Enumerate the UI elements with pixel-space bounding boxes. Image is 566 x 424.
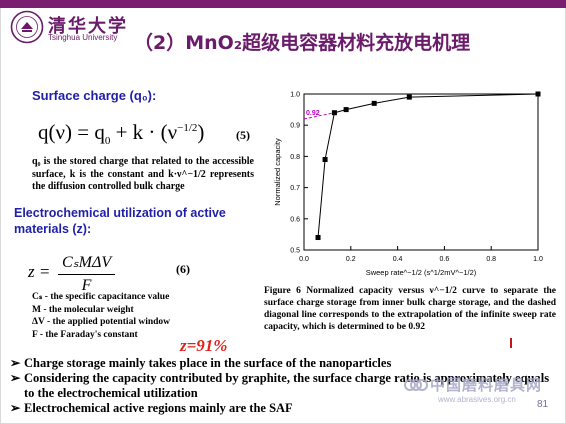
extrapolation-dashed-line xyxy=(303,112,335,120)
eq5-subscript: 0 xyxy=(104,135,111,148)
data-point xyxy=(535,91,541,97)
watermark-url: www.abrasives.org.cn xyxy=(438,395,516,404)
definition-item: M - the molecular weight xyxy=(32,304,134,315)
x-tick-label: 0.4 xyxy=(393,256,403,263)
slide-title: （2）MnO₂超级电容器材料充放电机理 xyxy=(134,32,471,54)
normalized-capacity-chart: 0.0 0.2 0.4 0.6 0.8 1.0 0.5 0.6 0.7 0.8 0.9 1.0 Swee… xyxy=(273,91,543,277)
eq5-exponent: −1/2 xyxy=(177,122,198,134)
x-tick-label: 0.6 xyxy=(440,256,450,263)
watermark-title: 中国磨料磨具网 xyxy=(430,377,543,394)
equation-6-number: (6) xyxy=(176,262,190,276)
eq5-mid: + k · (ν xyxy=(110,120,178,144)
bullet-item: ➢ Electrochemical active regions mainly a… xyxy=(10,401,550,416)
eq5-end: ) xyxy=(197,120,205,144)
bullet-text: Electrochemical active regions mainly ar… xyxy=(24,401,293,415)
y-tick-label: 0.7 xyxy=(290,185,300,192)
series-line xyxy=(317,93,539,238)
data-point xyxy=(331,110,337,116)
eq6-z-label: z = xyxy=(28,262,51,281)
plot-area-frame xyxy=(303,93,539,251)
eq5-lhs: q(ν) = q xyxy=(38,120,105,144)
bullet-text: Charge storage mainly takes place in the… xyxy=(24,356,392,370)
data-point xyxy=(343,107,349,113)
watermark-logo-icon xyxy=(404,379,428,391)
data-point xyxy=(371,100,377,106)
eq6-denominator: F xyxy=(81,277,92,294)
data-point xyxy=(322,157,328,163)
surface-charge-heading: Surface charge (q₀): xyxy=(32,88,157,103)
definition-item: ΔV - the applied potential window xyxy=(32,317,171,327)
y-tick-label: 0.6 xyxy=(290,216,300,223)
equation-5-number: (5) xyxy=(236,128,250,142)
university-name-cn: 清华大学 xyxy=(48,16,128,37)
utilization-value: z=91% xyxy=(180,336,228,355)
y-tick-label: 1.0 xyxy=(290,92,300,99)
y-tick-label: 0.8 xyxy=(290,154,300,161)
watermark: 中国磨料磨具网 www.abrasives.org.cn xyxy=(404,374,542,404)
data-point xyxy=(315,235,321,241)
arrow-bullet-icon: ➢ xyxy=(10,371,21,385)
arrow-bullet-icon: ➢ xyxy=(10,356,21,370)
y-axis-label: Normalized capacity xyxy=(273,138,282,206)
x-tick-label: 0.8 xyxy=(486,256,496,263)
top-accent-bar xyxy=(0,0,566,8)
definitions-list: Cₛ - the specific capacitance value M - … xyxy=(32,291,170,341)
arrow-bullet-icon: ➢ xyxy=(10,401,21,415)
figure-caption: Figure 6 Normalized capacity versus ν^−1… xyxy=(264,286,556,332)
equation-6-fraction: CₛMΔV F xyxy=(58,252,116,295)
text-cursor-mark xyxy=(510,338,512,348)
x-tick-label: 0.0 xyxy=(299,256,309,263)
bullet-item: ➢ Charge storage mainly takes place in th… xyxy=(10,356,550,371)
tsinghua-logo xyxy=(10,10,44,44)
page-number: 81 xyxy=(537,399,549,410)
x-tick-label: 1.0 xyxy=(533,256,543,263)
y-tick-label: 0.9 xyxy=(290,123,300,130)
utilization-heading: Electrochemical utilization of active ma… xyxy=(14,206,226,236)
y-tick-label: 0.5 xyxy=(290,248,300,255)
x-axis-label: Sweep rate^−1/2 (s^1/2mV^−1/2) xyxy=(366,268,477,277)
definition-item: Cₛ - the specific capacitance value xyxy=(32,292,170,302)
extrapolation-annotation: 0.92 xyxy=(306,110,320,117)
eq6-numerator: CₛMΔV xyxy=(58,252,116,275)
surface-charge-description: q₀ is the stored charge that related to … xyxy=(32,156,254,192)
x-tick-label: 0.2 xyxy=(346,256,356,263)
university-name-en: Tsinghua University xyxy=(48,33,118,42)
equation-5: q(ν) = q0 + k · (ν−1/2) xyxy=(38,120,204,147)
definition-item: F - the Faraday's constant xyxy=(32,329,138,340)
data-point xyxy=(406,94,412,100)
